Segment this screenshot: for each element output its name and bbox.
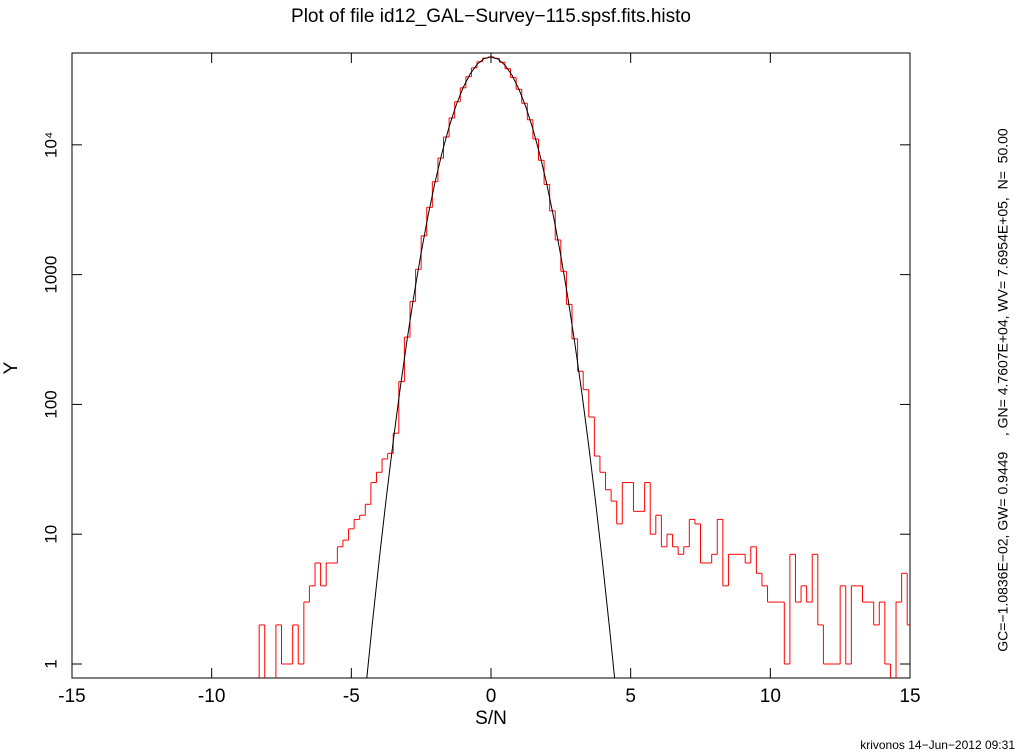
x-tick-label: -10 bbox=[198, 686, 225, 707]
x-axis-label: S/N bbox=[475, 708, 507, 729]
x-tick-label: 15 bbox=[899, 686, 920, 707]
y-tick-label: 10 bbox=[41, 525, 60, 544]
y-tick-label: 1000 bbox=[41, 256, 60, 294]
plot-frame bbox=[71, 52, 911, 679]
footer: krivonos 14−Jun−2012 09:31 bbox=[860, 738, 1015, 752]
x-tick-label: 5 bbox=[625, 686, 636, 707]
chart-title: Plot of file id12_GAL−Survey−115.spsf.fi… bbox=[291, 6, 691, 27]
y-tick-label: 1 bbox=[41, 659, 60, 668]
x-tick-label: -15 bbox=[58, 686, 85, 707]
y-tick-label: 10⁴ bbox=[41, 132, 60, 158]
fit-parameters: GC=−1.0836E−02, GW= 0.9449 , GN= 4.7607E… bbox=[995, 128, 1011, 652]
plot-area bbox=[258, 56, 910, 678]
x-tick-label: -5 bbox=[343, 686, 360, 707]
x-tick-label: 10 bbox=[760, 686, 781, 707]
x-tick-label: 0 bbox=[486, 686, 497, 707]
gaussian-fit bbox=[366, 56, 616, 678]
y-axis-label: Y bbox=[1, 361, 22, 374]
y-tick-label: 100 bbox=[41, 390, 60, 418]
